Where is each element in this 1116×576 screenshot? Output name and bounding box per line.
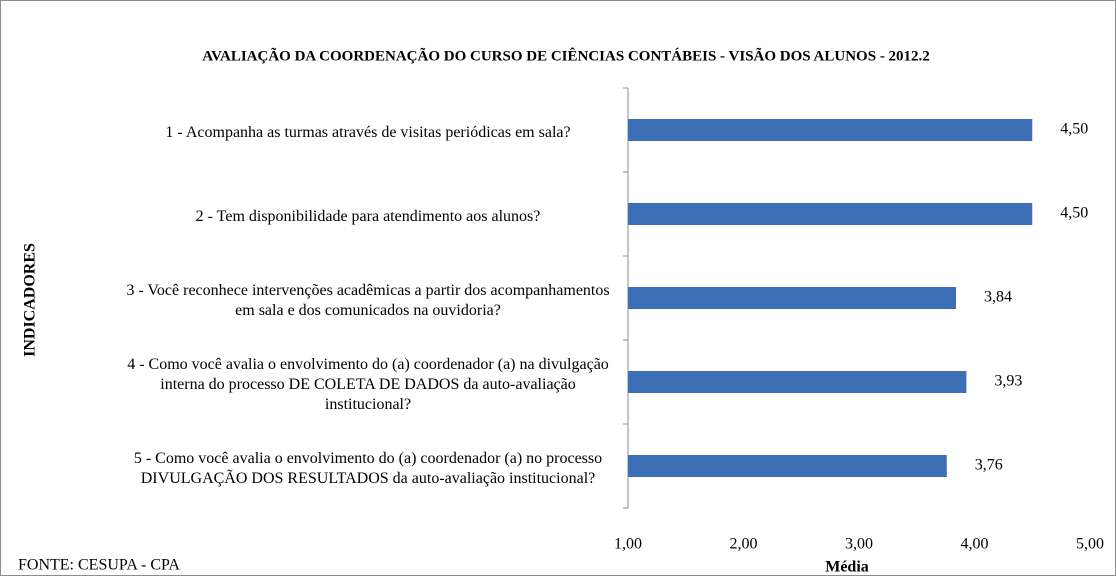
category-label: 4 - Como você avalia o envolvimento do (… [127,356,609,413]
data-label: 3,93 [994,373,1022,390]
x-tick-label: 3,00 [845,536,873,553]
bar [628,371,967,393]
x-tick-label: 1,00 [614,536,642,553]
category-label: 5 - Como você avalia o envolvimento do (… [133,450,603,487]
data-label: 3,76 [975,457,1003,474]
chart-title: AVALIAÇÃO DA COORDENAÇÃO DO CURSO DE CIÊ… [202,46,930,64]
category-label: 2 - Tem disponibilidade para atendimento… [195,208,541,225]
source-note: FONTE: CESUPA - CPA [18,557,180,574]
bar [628,455,947,477]
category-label: 1 - Acompanha as turmas através de visit… [165,124,571,141]
bar [628,287,957,309]
bar [628,119,1033,141]
x-tick-label: 2,00 [730,536,758,553]
x-axis-label: Média [825,559,869,576]
data-label: 3,84 [984,289,1012,306]
x-tick-label: 5,00 [1076,536,1104,553]
data-label: 4,50 [1060,121,1088,138]
bar [628,203,1033,225]
y-axis-label: INDICADORES [22,243,39,357]
x-tick-label: 4,00 [961,536,989,553]
data-label: 4,50 [1060,205,1088,222]
category-label: 3 - Você reconhece intervenções acadêmic… [126,282,610,319]
